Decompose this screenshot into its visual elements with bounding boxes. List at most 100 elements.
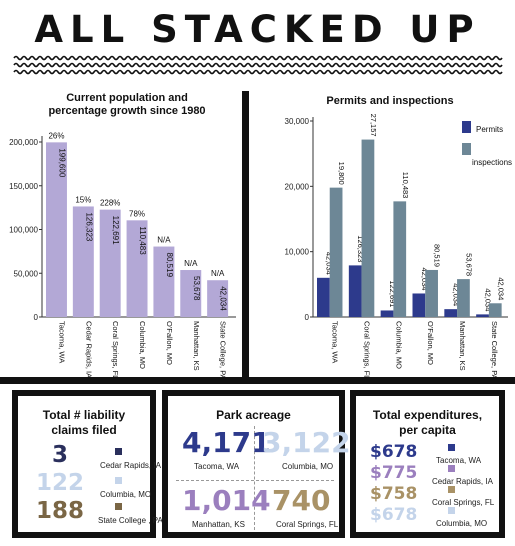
park-divider-v — [254, 426, 255, 530]
vertical-divider — [242, 91, 249, 381]
bar-permits — [444, 309, 458, 317]
park-acreage-panel: Park acreage 4,171 Tacoma, WA 3,122 Colu… — [162, 390, 351, 538]
park-city: Tacoma, WA — [194, 462, 240, 471]
growth-label: N/A — [184, 259, 198, 268]
bar-inspections — [393, 201, 407, 317]
y-tick-label: 200,000 — [9, 138, 38, 147]
value-label: 80,519 — [433, 244, 442, 267]
growth-label: 78% — [129, 209, 145, 218]
expenditure-city: Cedar Rapids, IA — [432, 477, 493, 486]
y-tick-label: 100,000 — [9, 226, 38, 235]
liability-city: State College , PA — [98, 516, 163, 525]
park-city: Coral Springs, FL — [276, 520, 339, 529]
liability-city: Cedar Rapids, IA — [100, 461, 161, 470]
bar-permits — [317, 277, 330, 317]
value-label: 42,034 — [324, 252, 333, 275]
park-city: Columbia, MO — [282, 462, 334, 471]
value-label: 126,323 — [356, 235, 365, 262]
park-title: Park acreage — [216, 408, 291, 422]
expenditure-city: Tacoma, WA — [436, 456, 482, 465]
x-tick-label: Coral Springs, FL — [363, 321, 372, 379]
expenditures-title-line2: per capita — [399, 423, 456, 437]
bar — [207, 280, 229, 317]
x-tick-label: Manhattan, KS — [192, 321, 201, 371]
value-label: 53,678 — [464, 253, 473, 276]
horizontal-divider — [0, 377, 515, 384]
expenditure-value: $775 — [370, 463, 418, 483]
liability-panel: Total # liability claims filed 3 Cedar R… — [12, 390, 163, 538]
value-label: 126,323 — [84, 212, 93, 241]
value-label: 122,691 — [111, 216, 120, 245]
expenditure-value: $678 — [370, 505, 418, 525]
growth-label: 26% — [48, 131, 64, 140]
bar-inspections — [457, 279, 470, 317]
x-tick-label: Tacoma, WA — [57, 321, 66, 363]
x-tick-label: Tacoma, WA — [331, 321, 340, 363]
expenditure-city: Columbia, MO — [436, 519, 488, 528]
chart-title: Permits and inspections — [326, 95, 453, 107]
x-tick-label: Coral Springs, FL — [111, 321, 120, 379]
legend-swatch — [115, 477, 122, 484]
y-tick-label: 150,000 — [9, 182, 38, 191]
bar — [72, 206, 94, 317]
chart-title: Current population and — [66, 92, 188, 104]
chart-title: percentage growth since 1980 — [48, 105, 205, 117]
legend-swatch — [115, 448, 122, 455]
x-tick-label: O'Fallon, MO — [165, 321, 174, 365]
y-tick-label: 50,000 — [14, 269, 39, 278]
value-label: 53,678 — [192, 276, 201, 301]
park-city: Manhattan, KS — [192, 520, 245, 529]
bar — [46, 142, 67, 317]
value-label: 19,800 — [337, 162, 346, 185]
value-label: 122,691 — [388, 280, 397, 307]
value-label: 42,034 — [496, 277, 505, 300]
y-tick-label: 30,000 — [285, 117, 310, 126]
legend-swatch-permits — [462, 121, 471, 133]
liability-value: 3 — [52, 442, 69, 468]
liability-city: Columbia, MO — [100, 490, 152, 499]
x-tick-label: Cedar Rapids, IA — [84, 321, 93, 378]
liability-value: 122 — [36, 470, 85, 496]
park-value: 4,171 — [182, 426, 271, 459]
park-value: 740 — [272, 484, 331, 517]
expenditure-value: $678 — [370, 442, 418, 462]
value-label: 42,034 — [219, 286, 228, 311]
y-tick-label: 10,000 — [285, 248, 310, 257]
liability-title-line1: Total # liability — [42, 408, 126, 422]
x-tick-label: State College, PA — [219, 321, 228, 380]
value-label: 199,600 — [57, 148, 66, 177]
wavy-divider — [13, 55, 503, 75]
value-label: 42,034 — [420, 268, 429, 291]
bar-inspections — [361, 139, 375, 317]
liability-value: 188 — [36, 498, 85, 524]
bar-inspections — [329, 187, 343, 317]
expenditures-panel: Total expenditures, per capita $678 Taco… — [350, 390, 505, 538]
x-tick-label: Columbia, MO — [138, 321, 147, 369]
bar — [99, 209, 121, 317]
x-tick-label: Manhattan, KS — [458, 321, 467, 371]
x-tick-label: State College, PA — [490, 321, 499, 380]
bar-permits — [412, 293, 426, 317]
expenditure-city: Coral Springs, FL — [432, 498, 495, 507]
park-value: 1,014 — [182, 484, 271, 517]
legend-label: Permits — [476, 125, 503, 134]
y-tick-label: 20,000 — [285, 182, 310, 191]
y-tick-label: 0 — [34, 313, 39, 322]
x-tick-label: Columbia, MO — [394, 321, 403, 369]
value-label: 80,519 — [165, 253, 174, 278]
value-label: 42,034 — [484, 288, 493, 311]
legend-swatch — [448, 486, 455, 493]
expenditure-value: $758 — [370, 484, 418, 504]
liability-title-line2: claims filed — [51, 423, 117, 437]
legend-swatch — [448, 444, 455, 451]
value-label: 110,483 — [401, 172, 410, 199]
growth-label: N/A — [211, 269, 225, 278]
value-label: 27,157 — [369, 114, 378, 137]
expenditures-title-line1: Total expenditures, — [372, 408, 483, 422]
legend-swatch — [448, 507, 455, 514]
page-title: ALL STACKED UP — [34, 8, 481, 51]
growth-label: 228% — [100, 199, 120, 208]
legend-swatch — [448, 465, 455, 472]
legend-swatch-inspections — [462, 143, 471, 155]
